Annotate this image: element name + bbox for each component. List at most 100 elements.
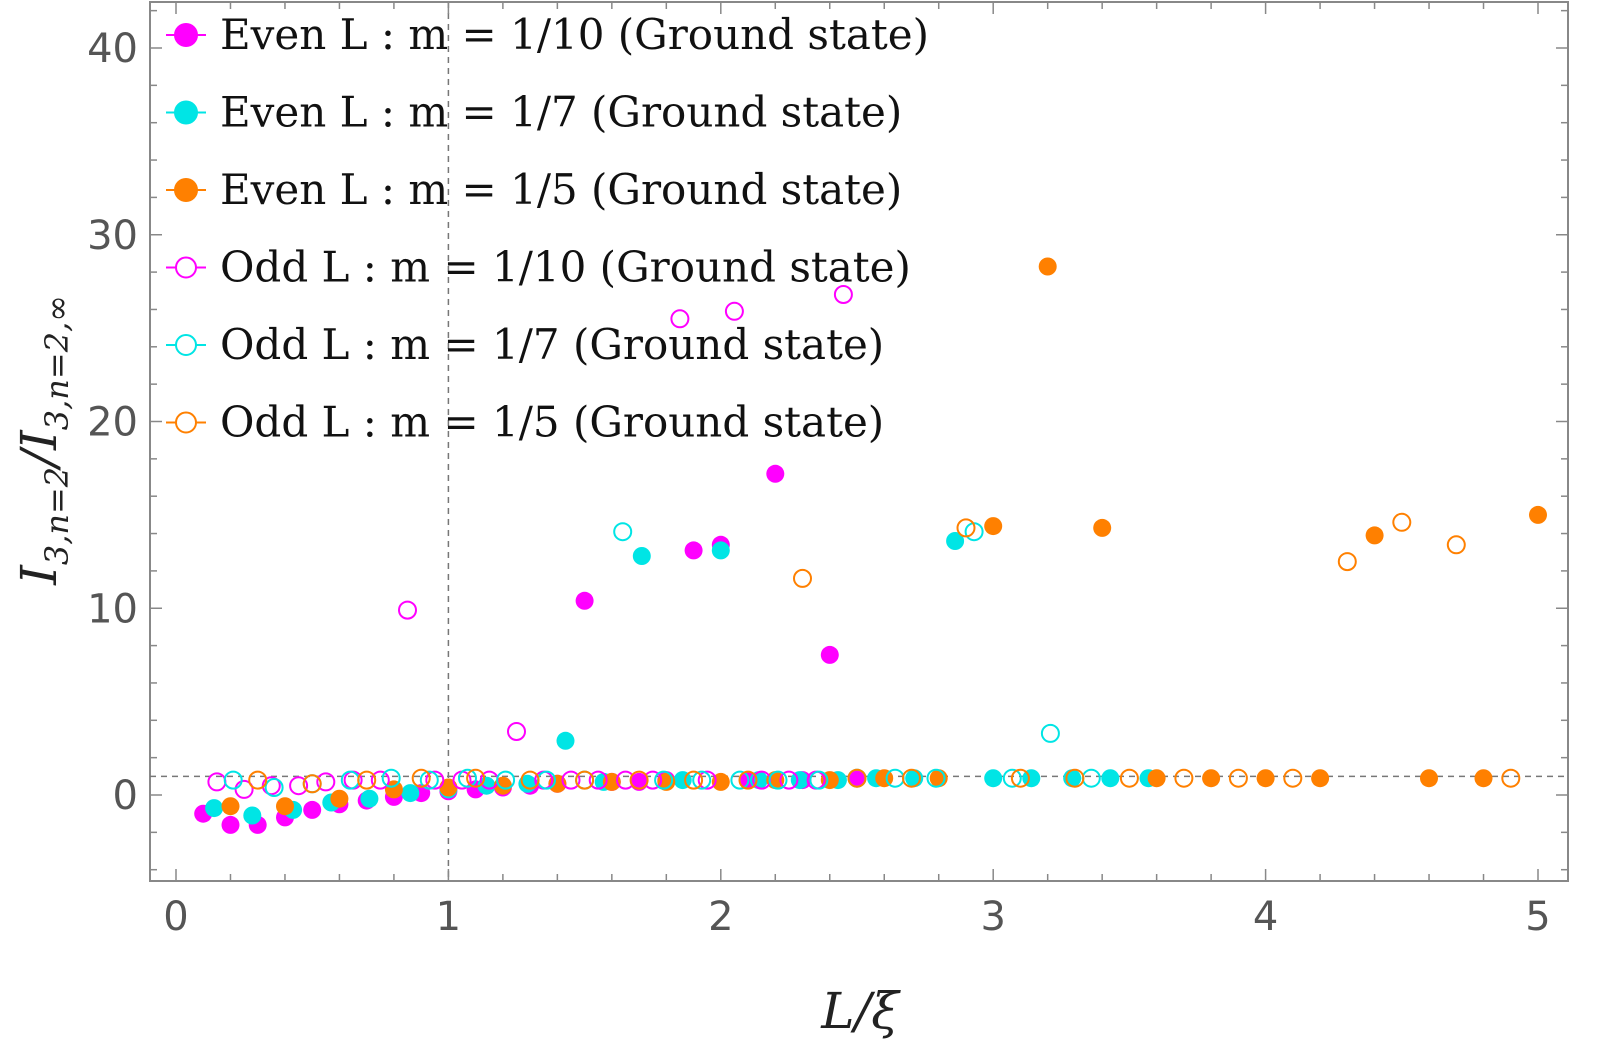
data-point	[370, 770, 390, 790]
legend-label: Odd L : m = 1/10 (Ground state)	[220, 243, 911, 292]
y-tick-label: 30	[87, 213, 138, 259]
data-point	[384, 780, 403, 799]
data-point	[223, 770, 243, 790]
data-point	[289, 776, 309, 796]
data-point	[419, 770, 439, 790]
data-point	[1174, 768, 1194, 788]
data-point	[303, 800, 322, 819]
legend-marker	[175, 411, 197, 434]
data-point	[1256, 769, 1275, 788]
legend-item: Even L : m = 1/7 (Ground state)	[166, 88, 902, 137]
legend-marker	[175, 256, 197, 279]
data-point	[768, 770, 788, 790]
data-point	[779, 770, 799, 790]
data-point	[466, 768, 486, 788]
legend-label: Odd L : m = 1/5 (Ground state)	[220, 398, 884, 447]
legend-label: Even L : m = 1/7 (Ground state)	[220, 88, 902, 137]
legend-item: Odd L : m = 1/5 (Ground state)	[166, 398, 884, 447]
legend-marker	[175, 334, 197, 356]
legend-marker	[174, 178, 198, 202]
x-tick-label: 5	[1525, 894, 1550, 940]
data-point	[401, 784, 420, 803]
data-point	[1147, 769, 1166, 788]
data-point	[276, 797, 294, 816]
series-5	[223, 522, 1101, 797]
data-point	[1002, 768, 1022, 788]
data-point	[1311, 769, 1330, 788]
data-point	[477, 776, 496, 795]
data-point	[234, 779, 254, 799]
data-point	[926, 768, 946, 788]
data-point	[697, 770, 717, 790]
legend-label: Even L : m = 1/10 (Ground state)	[220, 10, 929, 59]
data-point	[1081, 768, 1101, 788]
y-tick-label: 0	[113, 773, 138, 819]
data-point	[632, 547, 651, 565]
data-point	[1101, 769, 1120, 788]
data-point	[809, 770, 829, 790]
data-point	[1040, 723, 1060, 743]
data-point	[724, 301, 744, 321]
data-point	[984, 769, 1003, 788]
x-tick-label: 3	[980, 894, 1005, 940]
data-point	[692, 770, 712, 790]
data-point	[496, 770, 516, 790]
data-point	[984, 517, 1003, 536]
data-point	[1093, 518, 1112, 537]
data-point	[248, 770, 268, 790]
data-point	[398, 600, 417, 620]
y-tick-label: 10	[87, 586, 138, 632]
legend-marker	[174, 100, 198, 125]
legend-marker	[174, 23, 198, 47]
x-tick-label: 2	[708, 894, 733, 940]
data-point	[575, 591, 594, 610]
data-point	[847, 768, 867, 788]
data-point	[1446, 535, 1466, 555]
data-point	[1065, 768, 1085, 788]
data-point	[1119, 768, 1139, 788]
data-point	[1202, 769, 1221, 788]
legend-label: Even L : m = 1/5 (Ground state)	[220, 165, 902, 214]
data-point	[833, 285, 853, 304]
data-point	[316, 772, 336, 792]
data-point	[439, 778, 458, 797]
data-point	[411, 768, 431, 788]
data-point	[1038, 257, 1057, 276]
data-point	[654, 770, 674, 790]
x-tick-label: 0	[163, 894, 188, 940]
data-point	[264, 778, 284, 797]
data-point	[1228, 768, 1248, 788]
legend-item: Even L : m = 1/5 (Ground state)	[166, 165, 902, 214]
y-tick-label: 40	[87, 26, 138, 72]
data-point	[684, 541, 703, 560]
data-point	[425, 770, 445, 790]
axis-ticks	[150, 2, 1568, 881]
data-point	[561, 770, 581, 790]
legend-item: Odd L : m = 1/7 (Ground state)	[166, 320, 884, 369]
data-point	[820, 645, 839, 664]
data-point	[1420, 769, 1438, 788]
series-6	[248, 512, 1521, 794]
data-point	[507, 722, 526, 741]
data-point	[340, 770, 360, 790]
data-point	[381, 768, 401, 788]
data-point	[616, 770, 635, 790]
data-point	[205, 799, 224, 818]
x-tick-label: 1	[436, 894, 461, 940]
data-point	[302, 774, 322, 794]
data-point	[956, 518, 976, 538]
data-point	[848, 769, 866, 788]
data-point	[730, 770, 750, 790]
legend-label: Odd L : m = 1/7 (Ground state)	[220, 320, 884, 369]
data-point	[711, 541, 730, 560]
y-axis-title: I3,n=2/I3,n=2,∞	[10, 295, 76, 586]
data-point	[207, 772, 227, 792]
data-point	[1529, 505, 1547, 524]
data-point	[243, 806, 262, 825]
data-point	[670, 309, 690, 329]
data-point	[575, 770, 595, 790]
y-tick-label: 20	[87, 400, 138, 446]
data-point	[1010, 768, 1030, 788]
data-point	[793, 568, 812, 588]
